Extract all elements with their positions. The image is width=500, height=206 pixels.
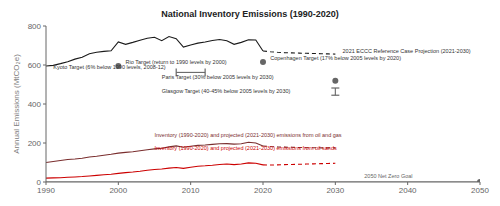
svg-text:2021 ECCC Reference Case Proje: 2021 ECCC Reference Case Projection (202… xyxy=(343,48,471,54)
svg-text:Inventory (1990-2020) and proj: Inventory (1990-2020) and projected (202… xyxy=(155,132,342,138)
svg-text:2000: 2000 xyxy=(109,186,127,195)
svg-text:Kyoto Target (6% below 1990 le: Kyoto Target (6% below 1990 levels, 2008… xyxy=(53,64,166,70)
svg-text:Annual Emissions (MtCO₂e): Annual Emissions (MtCO₂e) xyxy=(12,54,21,154)
svg-text:Paris Target (30% below 2005 l: Paris Target (30% below 2005 levels by 2… xyxy=(162,74,274,80)
svg-text:400: 400 xyxy=(28,100,42,109)
svg-text:2030: 2030 xyxy=(326,186,344,195)
svg-text:1990: 1990 xyxy=(37,186,55,195)
svg-text:800: 800 xyxy=(28,22,42,31)
svg-text:Rio Target (return to 1990 lev: Rio Target (return to 1990 levels by 200… xyxy=(125,59,227,65)
svg-text:Inventory (1990-2020) and proj: Inventory (1990-2020) and projected (202… xyxy=(155,145,337,151)
html-text:National Inventory Emissions (: National Inventory Emissions (1990-2020) xyxy=(161,9,339,19)
svg-text:0: 0 xyxy=(37,178,42,187)
svg-text:2020: 2020 xyxy=(254,186,272,195)
svg-text:Glasgow Target (40-45% below 2: Glasgow Target (40-45% below 2005 levels… xyxy=(162,88,291,94)
svg-text:2050: 2050 xyxy=(471,186,489,195)
svg-text:2010: 2010 xyxy=(182,186,200,195)
svg-text:600: 600 xyxy=(28,61,42,70)
svg-text:Copenhagen Target (17% below 2: Copenhagen Target (17% below 2005 levels… xyxy=(270,55,401,61)
svg-text:200: 200 xyxy=(28,139,42,148)
svg-text:2040: 2040 xyxy=(399,186,417,195)
svg-text:2050 Net Zero Goal: 2050 Net Zero Goal xyxy=(364,173,412,179)
